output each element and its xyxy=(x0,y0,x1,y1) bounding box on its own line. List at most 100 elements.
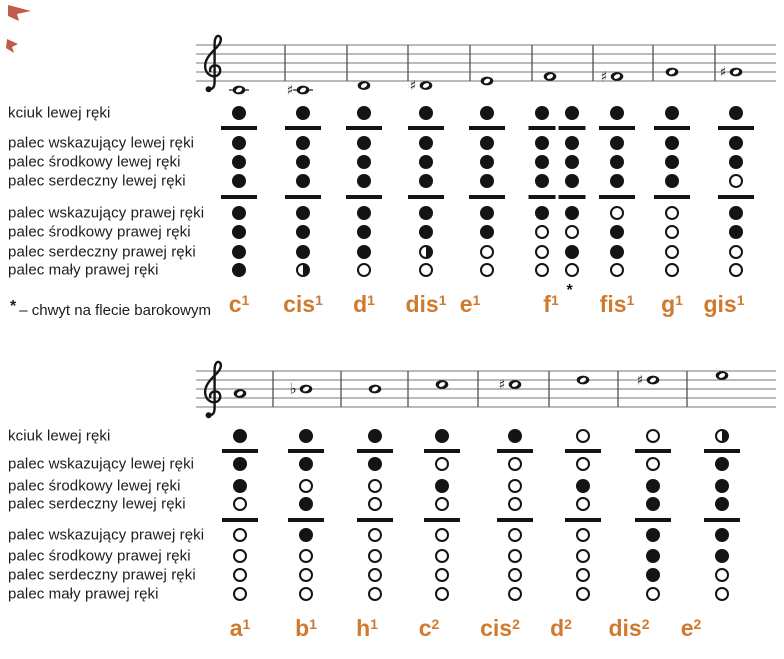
hole-open xyxy=(535,263,549,277)
hole-filled xyxy=(296,155,310,169)
hole-open xyxy=(435,457,449,471)
hand-separator-bar xyxy=(599,195,635,199)
hand-separator-bar xyxy=(222,518,258,522)
hole-filled xyxy=(419,136,433,150)
note-label: c1 xyxy=(229,293,250,316)
hole-filled xyxy=(233,479,247,493)
sharp-icon: ♯ xyxy=(601,69,608,85)
hole-filled xyxy=(299,528,313,542)
note-label: d2 xyxy=(550,617,572,640)
hole-open xyxy=(508,528,522,542)
finger-row-label: palec środkowy prawej ręki xyxy=(8,547,191,565)
red-marker-icon xyxy=(8,5,31,21)
footnote-asterisk: * xyxy=(10,298,17,315)
whole-note xyxy=(419,81,433,90)
hole-filled xyxy=(576,479,590,493)
hole-open xyxy=(729,263,743,277)
hole-open xyxy=(535,245,549,259)
note-octave-sup: 1 xyxy=(367,292,375,308)
hand-separator-bar xyxy=(469,195,505,199)
note-name: g xyxy=(661,291,676,317)
hole-filled xyxy=(715,457,729,471)
finger-row-label: palec serdeczny prawej ręki xyxy=(8,566,196,584)
hole-filled xyxy=(565,106,579,120)
whole-note xyxy=(665,67,679,77)
hole-half xyxy=(296,263,310,277)
hand-separator-bar xyxy=(424,518,460,522)
hole-open xyxy=(233,587,247,601)
whole-note xyxy=(357,81,371,90)
note-octave-sup: 2 xyxy=(641,616,650,632)
hand-separator-bar xyxy=(288,449,324,453)
hole-filled xyxy=(296,136,310,150)
note-name: gis xyxy=(703,291,737,317)
hole-open xyxy=(576,457,590,471)
hole-open xyxy=(508,587,522,601)
finger-row-label: palec serdeczny prawej ręki xyxy=(8,243,196,261)
hole-filled xyxy=(296,225,310,239)
hole-filled xyxy=(646,528,660,542)
note-label: fis1 xyxy=(600,293,635,316)
note-octave-sup: 1 xyxy=(309,616,317,632)
note-octave-sup: 1 xyxy=(315,292,323,308)
hole-half xyxy=(715,429,729,443)
hole-open xyxy=(715,587,729,601)
hand-separator-bar xyxy=(408,126,444,130)
hole-open xyxy=(299,549,313,563)
hole-open xyxy=(435,568,449,582)
note-octave-sup: 1 xyxy=(550,292,559,308)
whole-note xyxy=(435,380,449,389)
hole-open xyxy=(480,245,494,259)
hole-filled xyxy=(419,106,433,120)
hole-open xyxy=(610,263,624,277)
hand-separator-bar xyxy=(528,195,556,199)
note-octave-sup: 1 xyxy=(370,616,378,632)
hand-separator-bar xyxy=(497,449,533,453)
hole-open xyxy=(610,206,624,220)
hand-separator-bar xyxy=(424,449,460,453)
hole-filled xyxy=(233,457,247,471)
note-name: d xyxy=(353,291,368,317)
hand-separator-bar xyxy=(221,126,257,130)
hole-filled xyxy=(715,479,729,493)
hole-open xyxy=(665,206,679,220)
hole-filled xyxy=(232,136,246,150)
note-octave-sup: 1 xyxy=(675,292,683,308)
hole-filled xyxy=(233,429,247,443)
hole-filled xyxy=(232,225,246,239)
note-octave-sup: 2 xyxy=(512,616,520,632)
hole-filled xyxy=(232,106,246,120)
note-label: h1 xyxy=(356,617,378,640)
hole-filled xyxy=(565,155,579,169)
note-label: a1 xyxy=(230,617,251,640)
note-octave-sup: 1 xyxy=(242,616,251,632)
hole-open xyxy=(576,497,590,511)
hole-filled xyxy=(232,155,246,169)
hole-filled xyxy=(715,528,729,542)
hand-separator-bar xyxy=(346,126,382,130)
hole-filled xyxy=(419,206,433,220)
note-label: d1 xyxy=(353,293,375,316)
note-label: dis1 xyxy=(405,293,446,316)
hole-open xyxy=(368,497,382,511)
hole-filled xyxy=(646,549,660,563)
note-label: f1 * xyxy=(543,283,572,316)
hole-open xyxy=(233,549,247,563)
finger-row-label: palec środkowy lewej ręki xyxy=(8,153,181,171)
note-name: e xyxy=(680,615,694,641)
hole-open xyxy=(435,587,449,601)
hand-separator-bar xyxy=(528,126,556,130)
note-octave-sup: 1 xyxy=(736,292,745,308)
hand-separator-bar xyxy=(285,126,321,130)
hole-filled xyxy=(565,245,579,259)
hand-separator-bar xyxy=(599,126,635,130)
hole-filled xyxy=(646,497,660,511)
hole-filled xyxy=(232,206,246,220)
hole-open xyxy=(368,479,382,493)
hole-filled xyxy=(480,174,494,188)
note-octave-sup: 2 xyxy=(693,616,702,632)
hole-filled xyxy=(419,174,433,188)
hand-separator-bar xyxy=(635,449,671,453)
hole-filled xyxy=(646,568,660,582)
hole-open xyxy=(368,528,382,542)
